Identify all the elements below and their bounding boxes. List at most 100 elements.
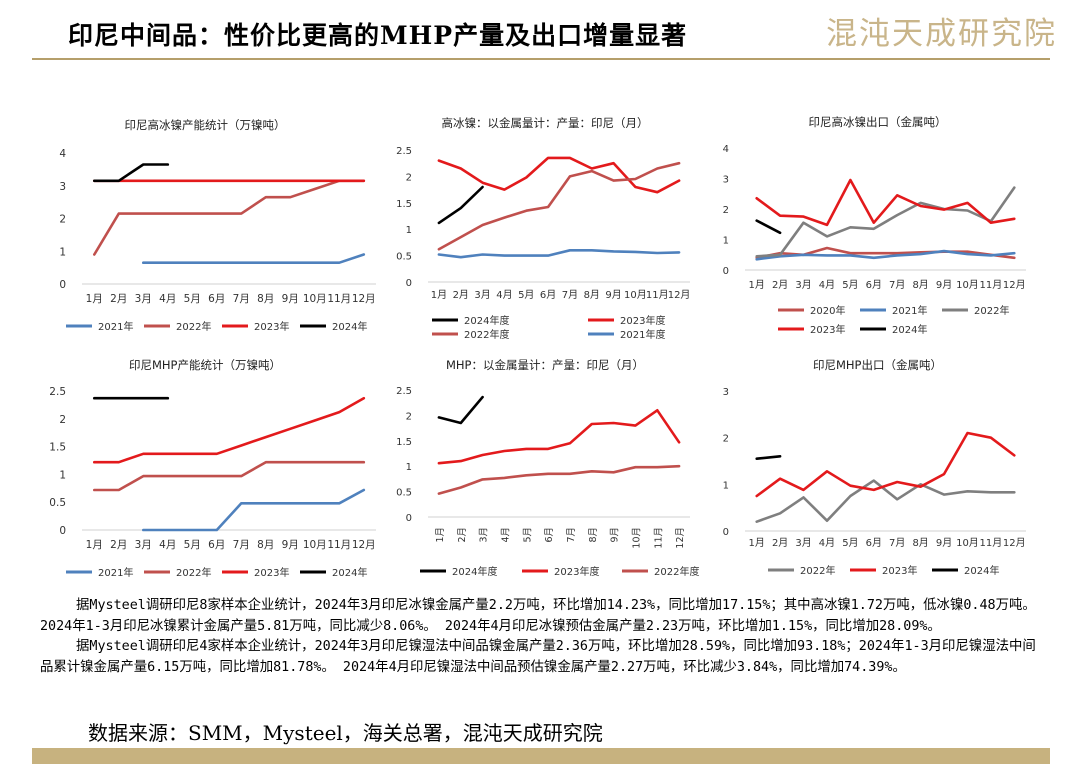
y-tick-label: 2.5 (49, 386, 66, 398)
x-tick-label: 5月 (522, 527, 533, 543)
y-tick-label: 4 (59, 148, 66, 160)
x-tick-label: 9月 (282, 293, 299, 305)
y-tick-label: 1.5 (49, 442, 66, 454)
chart-title: 印尼高冰镍出口（金属吨） (809, 115, 947, 129)
y-tick-label: 1 (59, 246, 66, 258)
y-tick-label: 1.5 (396, 199, 412, 210)
header-rule (32, 58, 1050, 60)
x-tick-label: 3月 (479, 527, 490, 543)
x-tick-label: 7月 (889, 537, 905, 549)
y-tick-label: 0 (406, 513, 412, 524)
legend-label: 2022年 (176, 566, 211, 579)
legend-label: 2023年度 (554, 565, 599, 578)
x-tick-label: 9月 (936, 537, 952, 549)
x-tick-label: 6月 (208, 539, 225, 551)
chart-title: 印尼高冰镍产能统计（万镍吨） (125, 118, 286, 132)
x-tick-label: 5月 (842, 537, 858, 549)
x-tick-label: 7月 (562, 289, 578, 301)
legend-label: 2022年 (800, 564, 835, 577)
x-tick-label: 12月 (1003, 279, 1026, 291)
legend-label: 2023年 (810, 323, 845, 336)
chart-mhp-capacity: 印尼MHP产能统计（万镍吨） 0 0.5 1 1.5 2 2.5 1月 2月 3月 4月 5月 6月 7月… (49, 358, 376, 579)
x-tick-label: 12月 (675, 527, 686, 549)
x-tick-label: 4月 (500, 527, 511, 543)
x-tick-label: 10月 (303, 539, 327, 551)
chart-hnm-capacity: 印尼高冰镍产能统计（万镍吨） 0 1 2 3 4 1月 2月 3月 4月 5月 6月 7月 8月 9月 10月… (59, 118, 376, 333)
x-tick-label: 9月 (610, 527, 621, 543)
legend-label: 2024年 (964, 564, 999, 577)
y-tick-label: 1 (406, 462, 412, 473)
legend-label: 2021年度 (620, 328, 665, 341)
x-tick-label: 10月 (631, 527, 642, 549)
x-tick-label: 11月 (980, 537, 1003, 549)
chart-mhp-export: 印尼MHP出口（金属吨） 0 1 2 3 1月 2月 3月 4月 5月 6月 7月 8月 9月 10月 11月… (723, 358, 1026, 577)
series-line-2 (437, 409, 681, 465)
legend-label: 2024年 (892, 323, 927, 336)
series-line-4 (93, 163, 170, 183)
y-tick-label: 2 (723, 205, 729, 216)
x-tick-label: 4月 (159, 539, 176, 551)
commentary: 据Mysteel调研印尼8家样本企业统计，2024年3月印尼冰镍金属产量2.2万… (40, 596, 1044, 678)
y-tick-label: 2 (406, 172, 412, 183)
legend-label: 2022年度 (654, 565, 699, 578)
legend-label: 2021年 (892, 304, 927, 317)
x-tick-label: 9月 (936, 279, 952, 291)
y-tick-label: 2.5 (396, 146, 412, 157)
x-tick-label: 10月 (303, 293, 327, 305)
x-tick-label: 2月 (110, 539, 127, 551)
x-tick-label: 2月 (457, 527, 468, 543)
series-line-4 (755, 178, 1016, 227)
chart-title: 高冰镍：以金属量计：产量：印尼（月） (442, 116, 649, 130)
paragraph-hnm: 据Mysteel调研印尼8家样本企业统计，2024年3月印尼冰镍金属产量2.2万… (40, 598, 1036, 634)
logo: 混沌天成研究院 (826, 8, 1055, 52)
chart-hnm-output: 高冰镍：以金属量计：产量：印尼（月） 0 0.5 1 1.5 2 2.5 1月 2月 3月 4月 5月… (396, 116, 690, 341)
y-tick-label: 3 (723, 387, 729, 398)
x-tick-label: 9月 (282, 539, 299, 551)
legend-label: 2023年 (254, 320, 289, 333)
series-line-3 (755, 186, 1016, 258)
chart-hnm-export: 印尼高冰镍出口（金属吨） 0 1 2 3 4 1月 2月 3月 4月 5月 6月 7月 8月 9月 10月 11… (723, 115, 1026, 336)
chart-mhp-output: MHP：以金属量计：产量：印尼（月） 0 0.5 1 1.5 2 2.5 1月 2月 3月 4月 5月… (396, 358, 699, 578)
x-tick-label: 2月 (453, 289, 469, 301)
x-tick-label: 8月 (912, 279, 928, 291)
y-tick-label: 1 (723, 236, 729, 247)
x-tick-label: 8月 (588, 527, 599, 543)
x-tick-label: 6月 (540, 289, 556, 301)
x-tick-label: 6月 (866, 537, 882, 549)
y-tick-label: 0.5 (49, 497, 66, 509)
x-tick-label: 9月 (605, 289, 621, 301)
y-tick-label: 0.5 (396, 488, 412, 499)
x-tick-label: 5月 (518, 289, 534, 301)
x-tick-label: 4月 (159, 293, 176, 305)
x-tick-label: 2月 (110, 293, 127, 305)
x-tick-label: 8月 (584, 289, 600, 301)
y-tick-label: 2 (723, 434, 729, 445)
x-tick-label: 1月 (749, 279, 765, 291)
logo-text: 混沌天成研究院 (826, 16, 1057, 52)
legend-label: 2024年度 (452, 565, 497, 578)
x-tick-label: 4月 (819, 279, 835, 291)
y-tick-label: 3 (59, 181, 66, 193)
x-tick-label: 11月 (980, 279, 1003, 291)
x-tick-label: 8月 (257, 539, 274, 551)
page-title: 印尼中间品：性价比更高的MHP产量及出口增量显著 (68, 21, 688, 50)
x-tick-label: 4月 (819, 537, 835, 549)
y-tick-label: 1.5 (396, 437, 412, 448)
legend-label: 2024年 (332, 566, 367, 579)
x-tick-label: 8月 (912, 537, 928, 549)
y-tick-label: 2 (59, 214, 66, 226)
x-tick-label: 12月 (1003, 537, 1026, 549)
x-tick-label: 3月 (795, 537, 811, 549)
x-tick-label: 11月 (327, 539, 351, 551)
series-line-3 (93, 396, 366, 464)
x-tick-label: 10月 (956, 279, 979, 291)
x-tick-label: 11月 (653, 527, 664, 549)
y-tick-label: 1 (59, 469, 66, 481)
series-line-2 (437, 156, 681, 194)
x-tick-label: 7月 (566, 527, 577, 543)
series-line-5 (755, 219, 782, 235)
x-tick-label: 2月 (772, 279, 788, 291)
legend-label: 2022年 (974, 304, 1009, 317)
y-tick-label: 4 (723, 144, 729, 155)
y-tick-label: 3 (723, 175, 729, 186)
